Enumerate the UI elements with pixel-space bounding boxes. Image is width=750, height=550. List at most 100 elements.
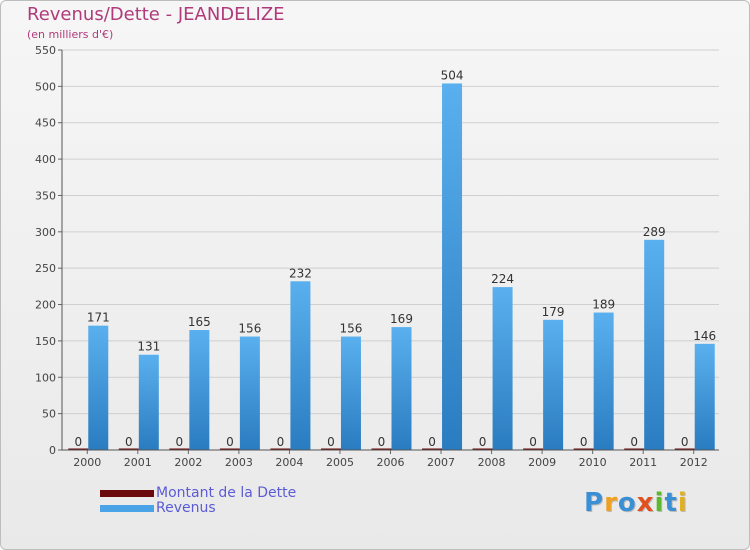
legend-swatch-dette xyxy=(100,490,154,497)
data-label-revenus-2000: 171 xyxy=(87,311,110,325)
data-label-revenus-2007: 504 xyxy=(441,68,464,82)
data-label-dette-2007: 0 xyxy=(428,435,436,449)
x-tick-label-2009: 2009 xyxy=(528,456,556,469)
bar-revenus-2011 xyxy=(644,239,665,450)
x-tick-label-2000: 2000 xyxy=(73,456,101,469)
logo-letter: r xyxy=(604,488,618,518)
proxiti-logo: Proxiti xyxy=(584,488,688,518)
data-label-revenus-2003: 156 xyxy=(238,322,261,336)
y-tick-label: 100 xyxy=(35,371,56,384)
bar-revenus-2005 xyxy=(340,336,361,450)
x-tick-label-2005: 2005 xyxy=(326,456,354,469)
data-label-dette-2003: 0 xyxy=(226,435,234,449)
data-label-dette-2010: 0 xyxy=(580,435,588,449)
x-tick-label-2002: 2002 xyxy=(174,456,202,469)
data-label-dette-2004: 0 xyxy=(277,435,285,449)
data-label-dette-2012: 0 xyxy=(681,435,689,449)
bar-revenus-2008 xyxy=(492,287,513,450)
y-tick-label: 300 xyxy=(35,226,56,239)
bar-dette-2010 xyxy=(573,448,594,450)
bar-revenus-2003 xyxy=(239,336,260,450)
bar-revenus-2001 xyxy=(138,354,159,450)
data-label-dette-2009: 0 xyxy=(529,435,537,449)
data-label-dette-2002: 0 xyxy=(176,435,184,449)
legend-item-revenus: Revenus xyxy=(100,501,296,516)
y-tick-label: 400 xyxy=(35,153,56,166)
legend: Montant de la Dette Revenus xyxy=(100,486,296,516)
data-label-dette-2005: 0 xyxy=(327,435,335,449)
bar-dette-2000 xyxy=(68,448,89,450)
logo-letter: P xyxy=(584,488,605,518)
bar-dette-2009 xyxy=(523,448,544,450)
bars xyxy=(68,83,715,451)
data-label-dette-2001: 0 xyxy=(125,435,133,449)
bar-dette-2005 xyxy=(320,448,341,450)
y-tick-label: 150 xyxy=(35,335,56,348)
grid-lines xyxy=(62,49,719,451)
bar-dette-2002 xyxy=(169,448,190,450)
axes: 0 50 100 150 200 250 300 350 400 450 500 550 2000 200… xyxy=(35,44,719,469)
data-label-revenus-2001: 131 xyxy=(137,340,160,354)
x-tick-label-2008: 2008 xyxy=(478,456,506,469)
y-tick-label: 50 xyxy=(42,408,56,421)
bar-dette-2001 xyxy=(118,448,139,450)
x-tick-label-2007: 2007 xyxy=(427,456,455,469)
bar-revenus-2012 xyxy=(694,343,715,450)
bar-revenus-2004 xyxy=(290,281,311,450)
bar-dette-2006 xyxy=(371,448,392,450)
y-tick-label: 250 xyxy=(35,262,56,275)
data-label-revenus-2011: 289 xyxy=(643,225,666,239)
x-tick-label-2003: 2003 xyxy=(225,456,253,469)
data-label-revenus-2004: 232 xyxy=(289,266,312,280)
data-label-dette-2011: 0 xyxy=(630,435,638,449)
bar-revenus-2009 xyxy=(543,319,564,450)
chart-title: Revenus/Dette - JEANDELIZE xyxy=(27,4,285,25)
bar-dette-2012 xyxy=(674,448,695,450)
data-label-revenus-2005: 156 xyxy=(340,322,363,336)
data-label-revenus-2002: 165 xyxy=(188,315,211,329)
logo-letter: i xyxy=(677,488,688,518)
x-tick-label-2010: 2010 xyxy=(579,456,607,469)
bar-dette-2007 xyxy=(422,448,443,450)
data-label-dette-2006: 0 xyxy=(378,435,386,449)
logo-letter: o xyxy=(617,488,637,518)
legend-item-dette: Montant de la Dette xyxy=(100,486,296,501)
data-label-revenus-2009: 179 xyxy=(542,305,565,319)
bar-revenus-2010 xyxy=(593,312,614,450)
x-tick-label-2012: 2012 xyxy=(680,456,708,469)
x-tick-label-2006: 2006 xyxy=(377,456,405,469)
bar-dette-2008 xyxy=(472,448,493,450)
data-label-revenus-2010: 189 xyxy=(592,298,615,312)
y-tick-label: 550 xyxy=(35,44,56,57)
bar-dette-2011 xyxy=(624,448,645,450)
chart-subtitle: (en milliers d'€) xyxy=(27,28,114,41)
legend-label-dette: Montant de la Dette xyxy=(156,485,297,501)
legend-swatch-revenus xyxy=(100,505,154,512)
bar-revenus-2006 xyxy=(391,327,412,450)
y-tick-label: 200 xyxy=(35,299,56,312)
logo-letter: t xyxy=(664,488,678,518)
x-tick-label-2004: 2004 xyxy=(275,456,303,469)
y-tick-label: 450 xyxy=(35,117,56,130)
bar-revenus-2007 xyxy=(442,83,463,451)
data-labels: 0 171 0 131 0 165 0 156 0 232 0 156 0 169 0 504 0 224 0 179… xyxy=(74,68,716,449)
logo-letter: x xyxy=(636,488,655,518)
legend-label-revenus: Revenus xyxy=(156,500,216,516)
data-label-dette-2000: 0 xyxy=(74,435,82,449)
y-tick-label: 500 xyxy=(35,80,56,93)
bar-revenus-2002 xyxy=(189,330,210,450)
data-label-dette-2008: 0 xyxy=(479,435,487,449)
bar-dette-2003 xyxy=(219,448,240,450)
data-label-revenus-2008: 224 xyxy=(491,272,514,286)
bar-revenus-2000 xyxy=(88,325,109,450)
bar-dette-2004 xyxy=(270,448,291,450)
data-label-revenus-2006: 169 xyxy=(390,312,413,326)
y-tick-label: 350 xyxy=(35,189,56,202)
x-tick-label-2001: 2001 xyxy=(124,456,152,469)
data-label-revenus-2012: 146 xyxy=(693,329,716,343)
logo-letter: i xyxy=(654,488,665,518)
x-tick-label-2011: 2011 xyxy=(629,456,657,469)
y-tick-label: 0 xyxy=(49,444,56,457)
